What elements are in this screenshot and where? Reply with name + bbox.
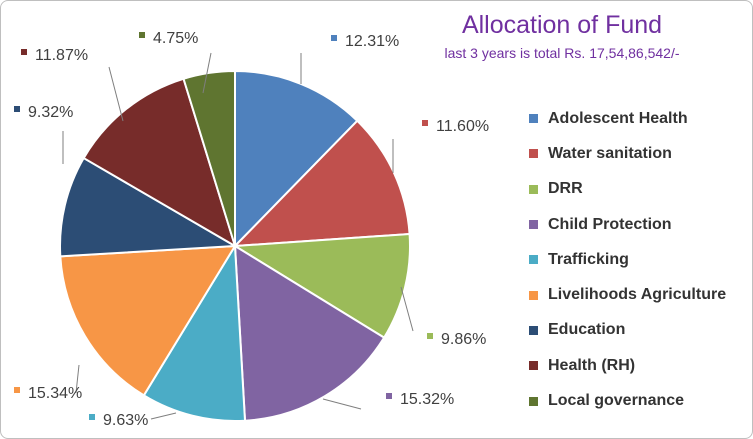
legend-label: DRR (548, 180, 583, 198)
legend-item: Health (RH) (529, 348, 726, 383)
data-label: 4.75% (153, 30, 198, 47)
legend-label: Water sanitation (548, 144, 672, 162)
data-label-key (139, 32, 145, 38)
leader-line (75, 364, 80, 394)
pie-slice-drr (231, 232, 411, 339)
data-label: 11.60% (436, 118, 489, 135)
legend-label: Child Protection (548, 215, 672, 233)
legend-item: Trafficking (529, 242, 726, 277)
leader-line (322, 398, 362, 410)
data-label: 15.34% (28, 385, 82, 402)
data-label-key (427, 333, 433, 339)
leader-line (400, 286, 414, 332)
legend-swatch (529, 325, 538, 335)
data-label: 9.63% (103, 412, 148, 429)
legend-swatch (529, 290, 538, 300)
pie-slice-education (59, 156, 239, 258)
data-label-key (14, 106, 20, 112)
data-label: 9.32% (28, 104, 73, 121)
pie-slice-livelihoods-agriculture (59, 244, 237, 397)
pie-slice-health-rh (82, 77, 237, 249)
data-label-key (21, 49, 27, 55)
legend-label: Adolescent Health (548, 109, 688, 127)
legend-item: Water sanitation (529, 136, 726, 171)
legend-swatch (529, 396, 538, 406)
legend-label: Trafficking (548, 250, 629, 268)
data-label-key (14, 387, 20, 393)
pie-slice-child-protection (233, 244, 386, 422)
legend-label: Health (RH) (548, 356, 636, 374)
legend-label: Livelihoods Agriculture (548, 286, 727, 304)
legend-label: Local governance (548, 392, 685, 410)
data-label-key (331, 35, 337, 41)
chart-title: Allocation of Fund (461, 11, 663, 39)
legend-swatch (529, 255, 538, 265)
legend-swatch (529, 149, 538, 159)
legend-item: Adolescent Health (529, 101, 726, 136)
data-label: 9.86% (441, 331, 486, 348)
legend-item: Child Protection (529, 207, 726, 242)
chart-title-block: Allocation of Fund last 3 years is total… (412, 11, 712, 63)
legend-item: Education (529, 313, 726, 348)
legend-swatch (529, 184, 538, 194)
chart-subtitle: last 3 years is total Rs. 17,54,86,542/- (444, 45, 680, 61)
legend-swatch (529, 220, 538, 230)
legend: Adolescent Health Water sanitation DRR Chil… (529, 101, 726, 419)
leader-line (202, 52, 212, 94)
legend-swatch (529, 114, 538, 124)
leader-line (150, 412, 177, 420)
data-label-key (422, 120, 428, 126)
pie-slice-water-sanitation (232, 119, 411, 248)
data-label: 12.31% (345, 33, 399, 50)
data-label-key (89, 414, 95, 420)
legend-label: Education (548, 321, 626, 339)
pie-slice-local-governance (182, 69, 236, 247)
legend-swatch (529, 361, 538, 371)
legend-item: Local governance (529, 383, 726, 418)
legend-item: DRR (529, 172, 726, 207)
leader-line (108, 66, 124, 122)
legend-item: Livelihoods Agriculture (529, 277, 726, 312)
data-label: 15.32% (400, 391, 454, 408)
data-label-key (386, 393, 392, 399)
data-label: 11.87% (35, 47, 88, 64)
pie-slice-trafficking (142, 242, 247, 422)
